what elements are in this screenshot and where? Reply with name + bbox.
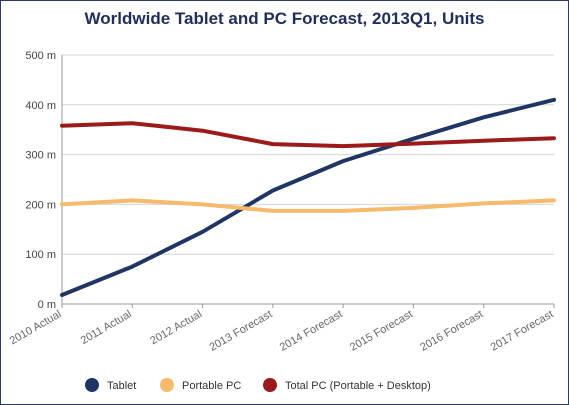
y-tick-label: 100 m: [25, 249, 56, 261]
chart-title: Worldwide Tablet and PC Forecast, 2013Q1…: [84, 9, 485, 28]
x-tick-label: 2011 Actual: [79, 308, 134, 347]
legend-label: Portable PC: [182, 380, 241, 392]
series-line-total-pc-portable-desktop: [60, 121, 556, 149]
x-tick-label: 2014 Forecast: [278, 308, 345, 354]
y-tick-label: 300 m: [25, 150, 56, 162]
legend-marker: [160, 378, 174, 392]
legend-marker: [263, 378, 277, 392]
legend-label: Tablet: [107, 380, 136, 392]
y-tick-label: 500 m: [25, 50, 56, 62]
x-tick-label: 2010 Actual: [8, 308, 64, 347]
x-tick-label: 2016 Forecast: [418, 308, 485, 354]
legend-marker: [85, 378, 99, 392]
y-tick-label: 200 m: [25, 199, 56, 211]
x-tick-label: 2012 Actual: [148, 308, 204, 347]
series-line-tablet: [60, 97, 556, 297]
x-tick-label: 2015 Forecast: [348, 308, 415, 354]
y-tick-label: 400 m: [25, 100, 56, 112]
y-tick-label: 0 m: [38, 299, 56, 311]
legend-label: Total PC (Portable + Desktop): [285, 380, 431, 392]
x-tick-label: 2017 Forecast: [489, 308, 556, 354]
x-tick-label: 2013 Forecast: [207, 308, 274, 354]
series-line-portable-pc: [60, 198, 556, 213]
